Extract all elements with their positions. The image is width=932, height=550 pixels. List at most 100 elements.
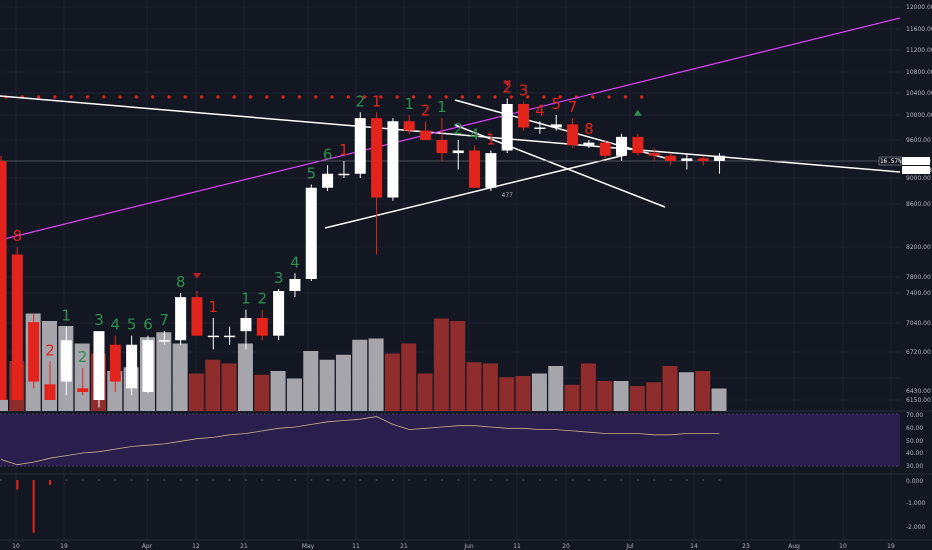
price-axis-tick: 11200.00 (906, 47, 932, 54)
sequence-count-label: 1 (486, 131, 496, 149)
x-axis-tick: 23 (742, 543, 750, 550)
candle-body (403, 121, 415, 131)
x-axis-tick: 11 (513, 543, 521, 550)
candle-body (224, 335, 236, 338)
volume-bar (286, 378, 302, 411)
volume-bar (433, 318, 449, 411)
volume-bar (335, 354, 351, 411)
resistance-dot (363, 95, 367, 99)
candle-body (534, 127, 546, 129)
x-axis-tick: 10 (839, 543, 847, 550)
sequence-count-label: 8 (176, 273, 186, 291)
resistance-dot (281, 95, 285, 99)
countdown-tag: 16:10:53 (903, 167, 932, 174)
x-axis-tick: Apr (142, 543, 153, 550)
volume-bar (662, 366, 678, 411)
arrow-down-icon (503, 80, 512, 87)
candle-body (273, 291, 285, 336)
candle-body (371, 118, 383, 198)
price-axis-tick: 10800.00 (906, 69, 932, 76)
price-axis-tick: 9000.00 (906, 175, 931, 182)
candle-body (191, 297, 203, 336)
candle-body (648, 153, 660, 156)
candle-body (207, 335, 219, 338)
price-axis-tick: 11600.00 (906, 26, 932, 33)
candle-body (420, 130, 432, 140)
x-axis-tick: 10 (12, 543, 20, 550)
trendline-wedge-mid (454, 124, 666, 208)
resistance-dot (444, 95, 448, 99)
x-axis-tick: 12 (192, 543, 200, 550)
resistance-dot (134, 95, 138, 99)
volume-bar (564, 384, 580, 411)
resistance-dot (37, 95, 41, 99)
price-axis-tick: 6430.00 (906, 388, 931, 395)
sequence-count-label: 3 (94, 311, 104, 329)
candle-body (256, 318, 268, 336)
resistance-dot (509, 95, 513, 99)
sequence-count-label: 2 (78, 348, 88, 366)
sequence-count-label: 1 (437, 98, 447, 116)
candle-body (452, 150, 464, 154)
macd-bar (32, 480, 35, 533)
price-axis-tick: 12000.00 (906, 4, 932, 11)
resistance-dot (526, 95, 530, 99)
sequence-count-label: 1 (404, 95, 414, 113)
sequence-count-label: 4 (111, 316, 121, 334)
candle-body (60, 340, 72, 382)
volume-bar (580, 363, 596, 411)
price-axis-tick: 8600.00 (906, 201, 931, 208)
x-axis-tick: 14 (690, 543, 698, 550)
candle-body (77, 388, 89, 392)
volume-bar (629, 386, 645, 411)
candle-body (305, 187, 317, 279)
resistance-dot (379, 95, 383, 99)
candle-body (697, 158, 709, 161)
candle-body (387, 121, 399, 198)
rsi-line (0, 416, 720, 466)
volume-bar (417, 373, 433, 411)
rsi-axis-tick: 50.00 (906, 438, 923, 445)
sequence-count-label: 5 (551, 95, 561, 113)
resistance-dot (69, 95, 73, 99)
sequence-count-label: 1 (339, 141, 349, 159)
resistance-dot (216, 95, 220, 99)
x-axis-tick: 20 (562, 543, 570, 550)
candle-body (44, 384, 56, 400)
candle-body (289, 279, 301, 291)
volume-bar (450, 321, 466, 411)
sequence-count-label: 1 (372, 92, 382, 110)
volume-bar (0, 399, 8, 411)
sequence-count-label: 2 (453, 120, 463, 138)
candle-body (469, 150, 481, 188)
macd-bar (48, 480, 51, 485)
sequence-count-label: 4 (535, 101, 545, 119)
volume-bar (531, 373, 547, 411)
candle-body (485, 153, 497, 188)
resistance-dot (53, 95, 57, 99)
volume-bar (254, 374, 270, 411)
candle-body (338, 173, 350, 176)
price-axis-tick: 9600.00 (906, 137, 931, 144)
candle-body (567, 124, 579, 146)
rsi-axis-tick: 70.00 (906, 412, 923, 419)
sequence-count-label: 7 (568, 98, 578, 116)
price-axis-tick: 7040.00 (906, 320, 931, 327)
x-axis-tick: 21 (400, 543, 408, 550)
sequence-count-label: 4 (290, 253, 300, 271)
candle-body (109, 344, 121, 382)
candle-body (599, 142, 611, 156)
sequence-count-label: 2 (421, 101, 431, 119)
resistance-dot (623, 95, 628, 99)
volume-bar (515, 376, 531, 411)
candle-body (11, 254, 23, 400)
sequence-count-label: 8 (584, 120, 594, 138)
sequence-count-label: 2 (355, 92, 365, 110)
sequence-count-label: 2 (502, 79, 512, 97)
resistance-dot (640, 95, 644, 99)
volume-bar (597, 381, 613, 411)
candle-body (681, 158, 693, 161)
resistance-dot (265, 95, 269, 99)
resistance-dot (167, 95, 171, 99)
